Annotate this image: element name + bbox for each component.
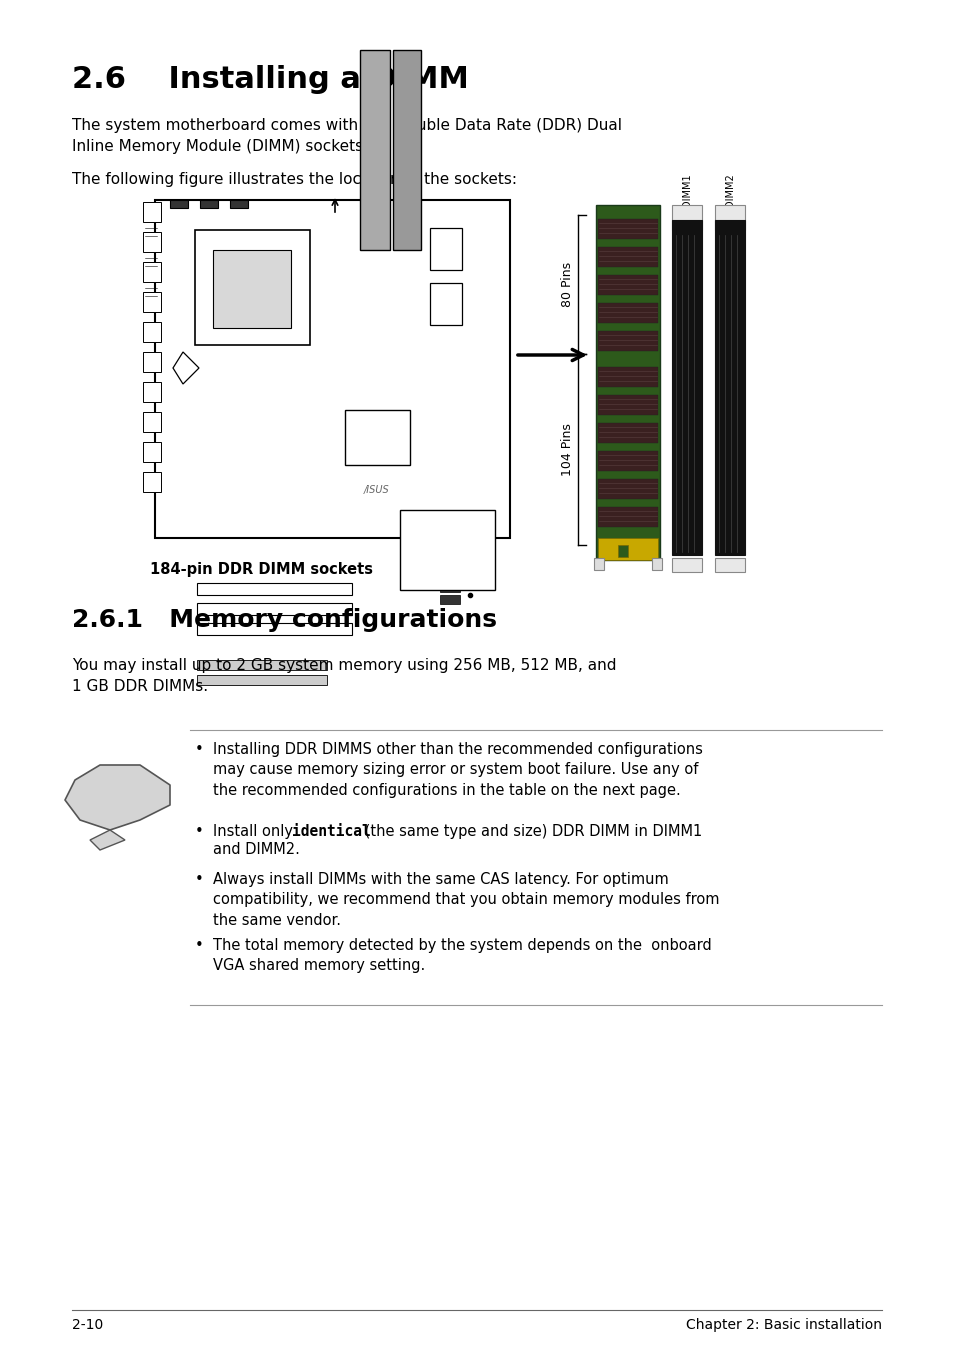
Bar <box>143 353 161 372</box>
Bar <box>598 480 658 499</box>
Text: Always install DIMMs with the same CAS latency. For optimum
compatibility, we re: Always install DIMMs with the same CAS l… <box>213 871 719 928</box>
Bar <box>598 507 658 527</box>
Bar <box>598 538 658 561</box>
Polygon shape <box>65 765 170 830</box>
Bar <box>143 382 161 403</box>
Text: The total memory detected by the system depends on the  onboard
VGA shared memor: The total memory detected by the system … <box>213 938 711 974</box>
Text: identical: identical <box>292 824 371 839</box>
Bar <box>598 247 658 267</box>
Bar <box>143 262 161 282</box>
Text: The system motherboard comes with two Double Data Rate (DDR) Dual
Inline Memory : The system motherboard comes with two Do… <box>71 118 621 154</box>
Text: Installing DDR DIMMS other than the recommended configurations
may cause memory : Installing DDR DIMMS other than the reco… <box>213 742 702 798</box>
Bar <box>598 303 658 323</box>
Bar <box>345 409 410 465</box>
Bar <box>430 228 461 270</box>
Text: You may install up to 2 GB system memory using 256 MB, 512 MB, and
1 GB DDR DIMM: You may install up to 2 GB system memory… <box>71 658 616 694</box>
Polygon shape <box>172 353 199 384</box>
Text: The following figure illustrates the location of the sockets:: The following figure illustrates the loc… <box>71 172 517 186</box>
Text: and DIMM2.: and DIMM2. <box>213 842 299 857</box>
Text: DIMM2: DIMM2 <box>724 173 734 207</box>
Bar <box>143 412 161 432</box>
Text: 2.6.1   Memory configurations: 2.6.1 Memory configurations <box>71 608 497 632</box>
Bar <box>196 676 327 685</box>
Bar <box>651 558 661 570</box>
Bar <box>714 220 744 555</box>
Bar <box>598 394 658 415</box>
Bar <box>399 509 495 590</box>
Text: Chapter 2: Basic installation: Chapter 2: Basic installation <box>685 1319 882 1332</box>
Polygon shape <box>90 830 125 850</box>
Bar <box>598 451 658 471</box>
Bar <box>143 322 161 342</box>
Bar <box>196 584 352 594</box>
Text: •: • <box>194 938 204 952</box>
Bar <box>714 205 744 230</box>
Bar <box>359 50 390 250</box>
Text: •: • <box>194 824 204 839</box>
Bar <box>439 584 459 592</box>
Text: 184-pin DDR DIMM sockets: 184-pin DDR DIMM sockets <box>150 562 373 577</box>
Bar <box>196 623 352 635</box>
Text: 2-10: 2-10 <box>71 1319 103 1332</box>
Bar <box>196 661 327 670</box>
Bar <box>194 230 310 345</box>
Text: 80 Pins: 80 Pins <box>560 262 574 307</box>
Bar <box>596 205 659 561</box>
Bar <box>598 219 658 239</box>
Bar <box>671 220 701 555</box>
Bar <box>200 200 218 208</box>
Text: DIMM1: DIMM1 <box>681 173 691 207</box>
Bar <box>714 558 744 571</box>
Bar <box>439 571 459 580</box>
Bar <box>393 50 420 250</box>
Bar <box>618 544 627 557</box>
Bar <box>154 200 510 538</box>
Bar <box>143 471 161 492</box>
Text: (the same type and size) DDR DIMM in DIMM1: (the same type and size) DDR DIMM in DIM… <box>359 824 701 839</box>
Bar <box>143 442 161 462</box>
Circle shape <box>431 521 458 549</box>
Text: 104 Pins: 104 Pins <box>560 423 574 476</box>
Text: /ISUS: /ISUS <box>364 485 390 494</box>
Bar <box>143 203 161 222</box>
Bar <box>230 200 248 208</box>
Bar <box>671 205 701 230</box>
Bar <box>598 331 658 351</box>
Bar <box>671 558 701 571</box>
Bar <box>196 603 352 615</box>
Bar <box>143 292 161 312</box>
Text: Install only: Install only <box>213 824 297 839</box>
Text: •: • <box>194 871 204 888</box>
Bar <box>598 367 658 386</box>
Bar <box>430 282 461 326</box>
Text: •: • <box>194 742 204 757</box>
Bar <box>439 594 459 604</box>
Text: 2.6    Installing a DIMM: 2.6 Installing a DIMM <box>71 65 468 95</box>
Bar <box>213 250 291 328</box>
Bar <box>598 423 658 443</box>
Bar <box>143 232 161 253</box>
Bar <box>598 276 658 295</box>
Bar <box>170 200 188 208</box>
Bar <box>594 558 603 570</box>
